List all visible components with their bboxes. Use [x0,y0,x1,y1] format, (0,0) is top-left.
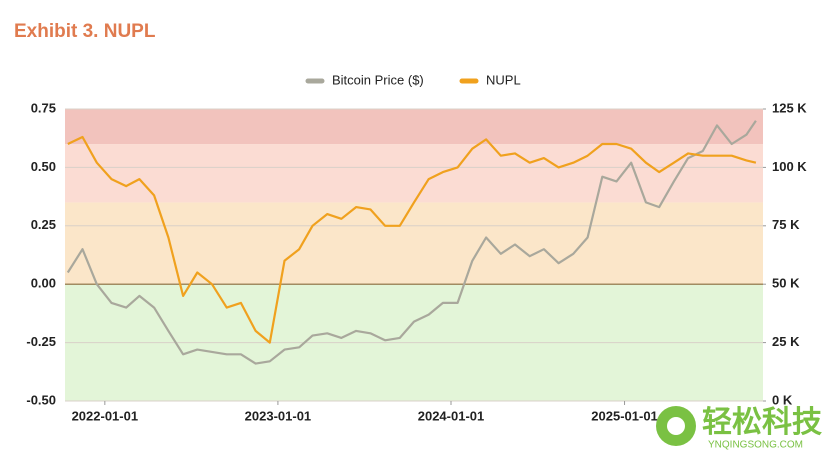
legend-label: NUPL [486,72,521,87]
chart-title: Exhibit 3. NUPL [14,21,156,42]
x-tick-label: 2025-01-01 [591,408,658,423]
y-tick-label: 0.50 [31,159,56,174]
watermark-logo-inner [667,417,685,435]
y2-tick-label: 50 K [772,276,800,291]
series-line [66,120,757,365]
zone-band [65,109,763,145]
watermark-text: 轻松科技 [702,406,822,439]
y2-tick-label: 75 K [772,217,800,232]
legend-label: Bitcoin Price ($) [332,72,424,87]
y-tick-label: -0.50 [26,392,56,407]
x-tick-label: 2022-01-01 [72,408,139,423]
legend-item: NUPL [459,72,521,87]
y-tick-label: 0.00 [31,276,56,291]
x-tick-label: 2023-01-01 [245,408,312,423]
zone-band [65,202,763,285]
y-tick-label: -0.25 [26,334,56,349]
y-tick-label: 0.25 [31,217,56,232]
y2-tick-label: 0 K [772,392,793,407]
y2-tick-label: 125 K [772,100,807,115]
y2-tick-label: 100 K [772,159,807,174]
series-line [67,135,757,344]
zone-band [65,144,763,203]
watermark-url: YNQINGSONG.COM [708,440,803,451]
y2-tick-label: 25 K [772,334,800,349]
x-tick-label: 2024-01-01 [418,408,485,423]
legend-item: Bitcoin Price ($) [305,72,424,87]
y-tick-label: 0.75 [31,100,56,115]
